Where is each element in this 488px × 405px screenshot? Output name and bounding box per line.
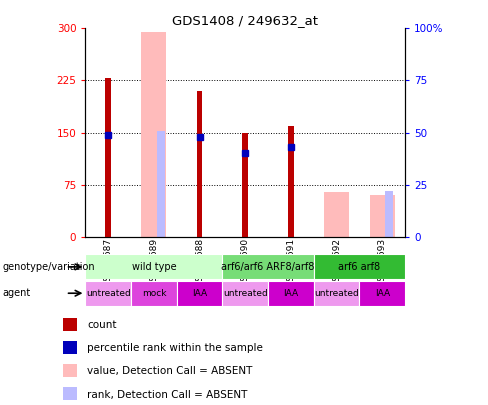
- Text: untreated: untreated: [223, 289, 267, 298]
- Text: agent: agent: [2, 288, 31, 298]
- Bar: [385, 191, 393, 237]
- Bar: [314, 281, 359, 306]
- Bar: [157, 130, 165, 237]
- Bar: [85, 281, 131, 306]
- Bar: [63, 318, 78, 330]
- Bar: [177, 281, 223, 306]
- Text: value, Detection Call = ABSENT: value, Detection Call = ABSENT: [87, 367, 253, 376]
- Text: untreated: untreated: [86, 289, 131, 298]
- Bar: [314, 254, 405, 279]
- Bar: [105, 79, 111, 237]
- Text: arf6 arf8: arf6 arf8: [338, 262, 381, 272]
- Bar: [142, 32, 166, 237]
- Text: rank, Detection Call = ABSENT: rank, Detection Call = ABSENT: [87, 390, 248, 400]
- Bar: [359, 281, 405, 306]
- Bar: [288, 126, 294, 237]
- Bar: [243, 133, 248, 237]
- Bar: [85, 254, 223, 279]
- Text: count: count: [87, 320, 117, 330]
- Title: GDS1408 / 249632_at: GDS1408 / 249632_at: [172, 14, 318, 27]
- Bar: [63, 387, 78, 400]
- Bar: [324, 192, 349, 237]
- Text: IAA: IAA: [375, 289, 390, 298]
- Bar: [63, 341, 78, 354]
- Bar: [223, 281, 268, 306]
- Text: untreated: untreated: [314, 289, 359, 298]
- Bar: [63, 364, 78, 377]
- Text: wild type: wild type: [132, 262, 176, 272]
- Text: IAA: IAA: [284, 289, 299, 298]
- Bar: [197, 91, 203, 237]
- Bar: [223, 254, 314, 279]
- Text: IAA: IAA: [192, 289, 207, 298]
- Text: mock: mock: [142, 289, 166, 298]
- Bar: [268, 281, 314, 306]
- Bar: [131, 281, 177, 306]
- Text: genotype/variation: genotype/variation: [2, 262, 95, 272]
- Bar: [369, 195, 395, 237]
- Text: arf6/arf6 ARF8/arf8: arf6/arf6 ARF8/arf8: [222, 262, 315, 272]
- Text: percentile rank within the sample: percentile rank within the sample: [87, 343, 264, 353]
